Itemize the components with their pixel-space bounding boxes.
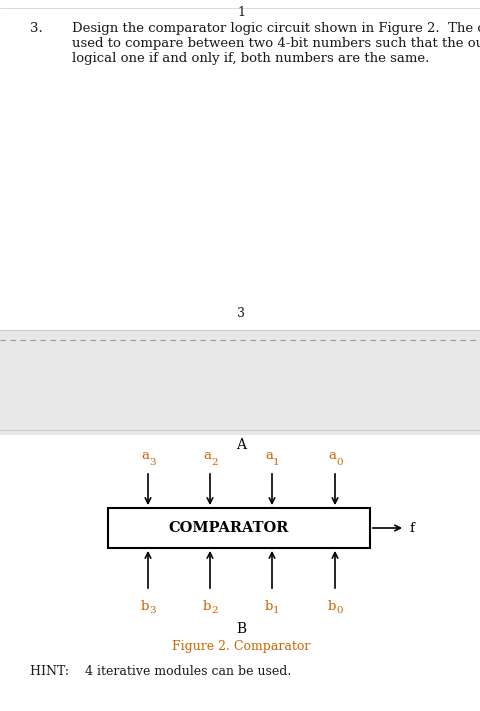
- Text: a: a: [264, 449, 273, 462]
- Text: A: A: [236, 438, 245, 452]
- Text: b: b: [141, 600, 149, 613]
- Text: 3.: 3.: [30, 22, 43, 35]
- Text: 2: 2: [211, 606, 217, 615]
- Text: a: a: [203, 449, 211, 462]
- Text: b: b: [264, 600, 273, 613]
- Text: logical one if and only if, both numbers are the same.: logical one if and only if, both numbers…: [72, 52, 429, 65]
- Text: 1: 1: [237, 6, 244, 19]
- Text: f: f: [409, 521, 414, 535]
- Text: b: b: [203, 600, 211, 613]
- Text: used to compare between two 4-bit numbers such that the output “f” is the: used to compare between two 4-bit number…: [72, 37, 480, 50]
- Text: 2: 2: [211, 458, 217, 467]
- Text: 3: 3: [149, 458, 156, 467]
- Text: a: a: [141, 449, 149, 462]
- Text: Figure 2. Comparator: Figure 2. Comparator: [171, 640, 310, 653]
- Text: 0: 0: [336, 606, 342, 615]
- Text: a: a: [327, 449, 336, 462]
- Text: b: b: [327, 600, 336, 613]
- Text: B: B: [236, 622, 246, 636]
- Text: HINT:    4 iterative modules can be used.: HINT: 4 iterative modules can be used.: [30, 665, 291, 678]
- Text: 1: 1: [273, 458, 279, 467]
- Text: 1: 1: [273, 606, 279, 615]
- Bar: [108, 508, 369, 548]
- Text: COMPARATOR: COMPARATOR: [168, 521, 288, 535]
- Text: 3: 3: [149, 606, 156, 615]
- Bar: [0, 0, 480, 330]
- Bar: [0, 330, 480, 435]
- Text: Design the comparator logic circuit shown in Figure 2.  The comparator is: Design the comparator logic circuit show…: [72, 22, 480, 35]
- Text: 0: 0: [336, 458, 342, 467]
- Bar: [0, 435, 480, 711]
- Text: 3: 3: [237, 307, 244, 320]
